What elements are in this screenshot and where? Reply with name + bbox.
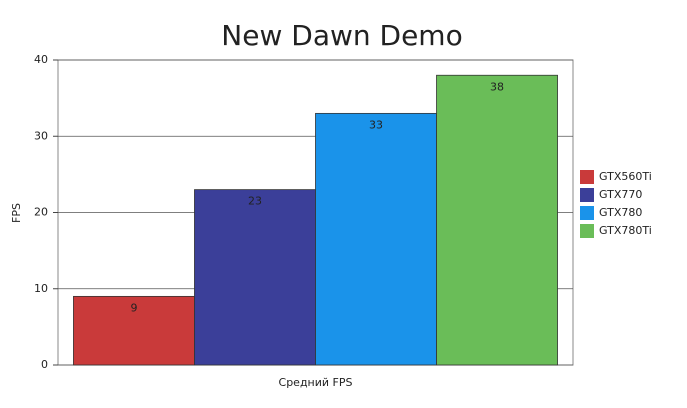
legend-swatch bbox=[580, 188, 594, 202]
legend-label: GTX560Ti bbox=[599, 170, 652, 183]
bar bbox=[315, 112, 437, 366]
legend-swatch bbox=[580, 170, 594, 184]
y-tick-label: 0 bbox=[41, 358, 48, 371]
data-label: 38 bbox=[490, 80, 504, 93]
legend-label: GTX780Ti bbox=[599, 224, 652, 237]
y-tick-label: 10 bbox=[34, 282, 48, 295]
y-tick-label: 30 bbox=[34, 129, 48, 142]
bar bbox=[194, 189, 316, 366]
y-tick-label: 20 bbox=[34, 206, 48, 219]
chart-title: New Dawn Demo bbox=[221, 19, 462, 52]
x-tick-label: Средний FPS bbox=[279, 376, 353, 389]
legend-swatch bbox=[580, 206, 594, 220]
data-label: 23 bbox=[248, 195, 262, 208]
y-tick-label: 40 bbox=[34, 53, 48, 66]
legend-label: GTX770 bbox=[599, 188, 642, 201]
data-label: 9 bbox=[130, 301, 137, 314]
y-axis-label: FPS bbox=[10, 203, 23, 223]
data-label: 33 bbox=[369, 118, 383, 131]
legend-label: GTX780 bbox=[599, 206, 642, 219]
bar bbox=[436, 74, 558, 366]
legend-swatch bbox=[580, 224, 594, 238]
bar bbox=[73, 295, 195, 366]
